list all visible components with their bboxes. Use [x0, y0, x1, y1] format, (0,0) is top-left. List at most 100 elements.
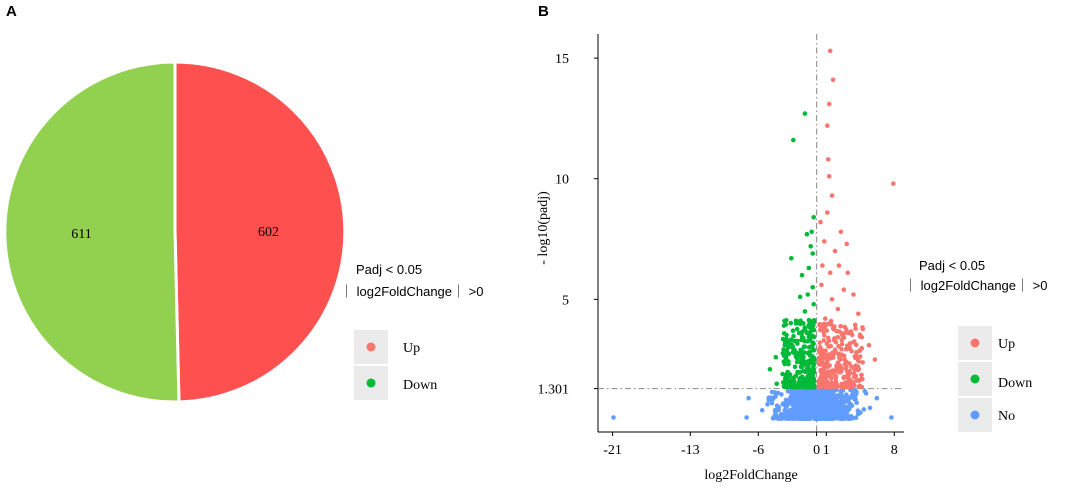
point-no [830, 411, 835, 417]
point-up [853, 326, 858, 331]
point-up [839, 338, 845, 343]
panel-b-label: B [538, 3, 549, 20]
point-down [781, 331, 787, 336]
point-down [804, 362, 809, 367]
point-up [822, 239, 827, 244]
point-no [746, 395, 751, 401]
volcano-legend-no-icon [970, 410, 980, 420]
point-up [866, 342, 872, 348]
point-no [829, 396, 835, 402]
point-no [782, 408, 787, 413]
pie-legend-title-line2: ｜ log2FoldChange｜ >0 [340, 284, 483, 299]
point-down [789, 255, 794, 261]
point-down [782, 380, 788, 385]
panel-a: A 602 611 Padj < 0.05 ｜ log2FoldChange｜ >… [3, 3, 483, 404]
point-down [793, 338, 799, 344]
point-up [824, 369, 830, 375]
point-down [782, 318, 787, 324]
point-up [837, 329, 842, 334]
point-down [803, 369, 808, 375]
point-no [789, 393, 794, 399]
point-down [785, 369, 790, 375]
point-up [857, 334, 863, 339]
point-up [817, 340, 822, 346]
panel-a-label: A [6, 3, 17, 20]
x-tick-label: -6 [752, 443, 764, 458]
point-down [784, 336, 789, 341]
pie-legend-down-icon [366, 378, 376, 388]
point-down [783, 356, 789, 362]
point-no [820, 398, 825, 404]
point-up [842, 385, 848, 390]
point-no [779, 392, 784, 397]
point-up [844, 241, 849, 247]
point-up [872, 357, 878, 362]
point-up [816, 384, 822, 390]
point-up [860, 325, 865, 330]
pie-legend-label-down: Down [403, 378, 437, 393]
point-no [841, 414, 847, 419]
point-up [820, 372, 825, 377]
point-up [829, 193, 835, 198]
point-up [826, 321, 831, 327]
point-up [820, 263, 825, 268]
point-no [825, 395, 831, 401]
point-up [828, 318, 834, 324]
point-up [834, 365, 839, 370]
point-no [744, 415, 749, 420]
point-down [797, 384, 802, 390]
point-up [836, 343, 841, 349]
point-no [849, 414, 854, 420]
point-up [821, 338, 826, 343]
point-down [797, 294, 803, 300]
point-down [784, 352, 789, 358]
point-up [849, 364, 854, 370]
point-up [820, 326, 825, 331]
point-up [838, 324, 843, 329]
point-down [774, 381, 779, 387]
volcano-legend-label-up: Up [998, 337, 1015, 352]
point-down [788, 379, 793, 384]
point-no [808, 397, 814, 403]
point-down [805, 350, 810, 356]
point-down [801, 354, 806, 360]
point-down [780, 371, 785, 377]
pie-label-down: 611 [71, 227, 91, 242]
point-up [852, 354, 858, 359]
point-no [815, 408, 820, 413]
point-down [806, 265, 812, 271]
point-up [839, 332, 845, 337]
point-down [780, 336, 786, 342]
point-down [804, 383, 810, 389]
point-no [774, 415, 779, 421]
point-up [850, 380, 856, 385]
point-no [845, 415, 851, 420]
point-no [823, 412, 829, 418]
point-up [891, 181, 896, 186]
point-up [847, 341, 853, 346]
point-up [839, 365, 844, 371]
point-no [798, 392, 803, 397]
point-up [854, 350, 859, 355]
point-up [859, 376, 864, 382]
point-no [772, 408, 778, 413]
point-up [826, 344, 831, 349]
point-up [852, 322, 858, 328]
point-no [819, 409, 825, 415]
point-down [792, 382, 797, 388]
point-down [796, 370, 801, 375]
point-up [817, 362, 822, 367]
point-no [839, 397, 844, 403]
point-no [863, 391, 869, 396]
point-down [792, 350, 798, 356]
y-axis-label: - log10(padj) [536, 191, 551, 265]
point-up [838, 352, 843, 357]
point-no [849, 403, 855, 408]
point-up [819, 356, 825, 362]
point-down [773, 354, 779, 360]
point-no [812, 404, 818, 409]
point-up [852, 367, 857, 372]
point-no [889, 415, 894, 420]
point-up [845, 369, 851, 374]
point-down [810, 251, 815, 256]
